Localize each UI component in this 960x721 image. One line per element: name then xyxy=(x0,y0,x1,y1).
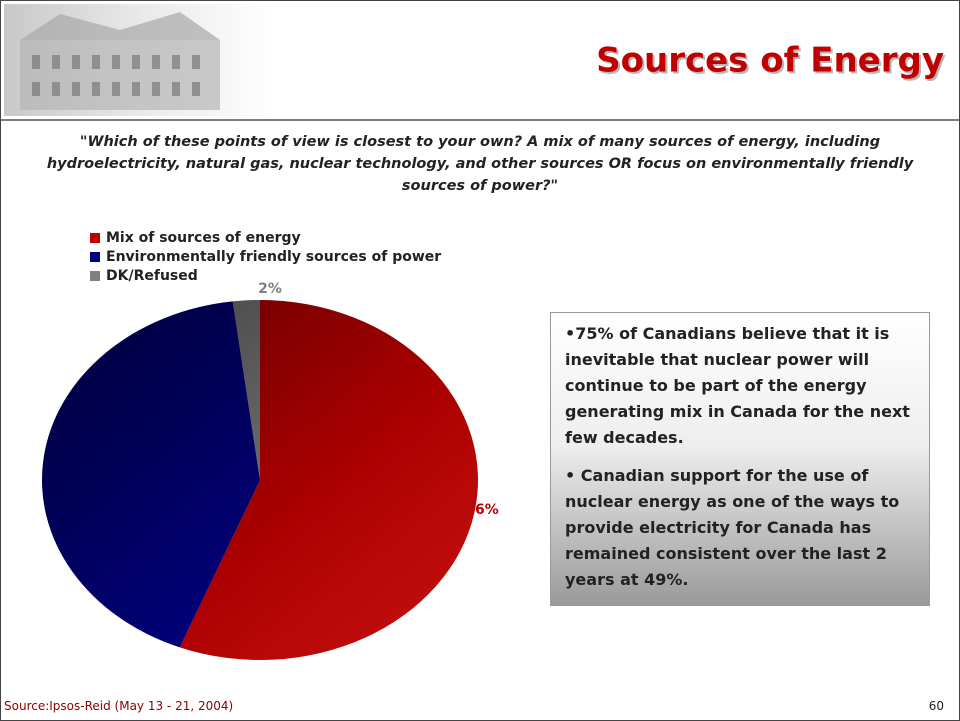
header-image xyxy=(4,4,274,116)
chart-title-shadow: Sources of Energy xyxy=(598,43,946,83)
chart-subtitle: "Which of these points of view is closes… xyxy=(46,134,914,194)
legend-swatch xyxy=(90,271,100,281)
legend-label: DK/Refused xyxy=(106,268,198,284)
legend-label: Mix of sources of energy xyxy=(106,230,301,246)
page-number: 60 xyxy=(928,699,944,713)
legend-label: Environmentally friendly sources of powe… xyxy=(106,249,441,265)
data-label: 42% xyxy=(55,444,89,460)
callout: •75% of Canadians believe that it is ine… xyxy=(550,312,930,606)
legend-swatch xyxy=(90,252,100,262)
callout-text: •75% of Canadians believe that it is ine… xyxy=(565,324,910,447)
source: Source:Ipsos-Reid (May 13 - 21, 2004) xyxy=(4,699,234,713)
data-label: 56% xyxy=(465,502,499,518)
data-label: 2% xyxy=(258,281,282,297)
legend-swatch xyxy=(90,233,100,243)
chart-title: Sources of Energy xyxy=(596,41,944,81)
callout-text: • Canadian support for the use of nuclea… xyxy=(565,466,900,589)
